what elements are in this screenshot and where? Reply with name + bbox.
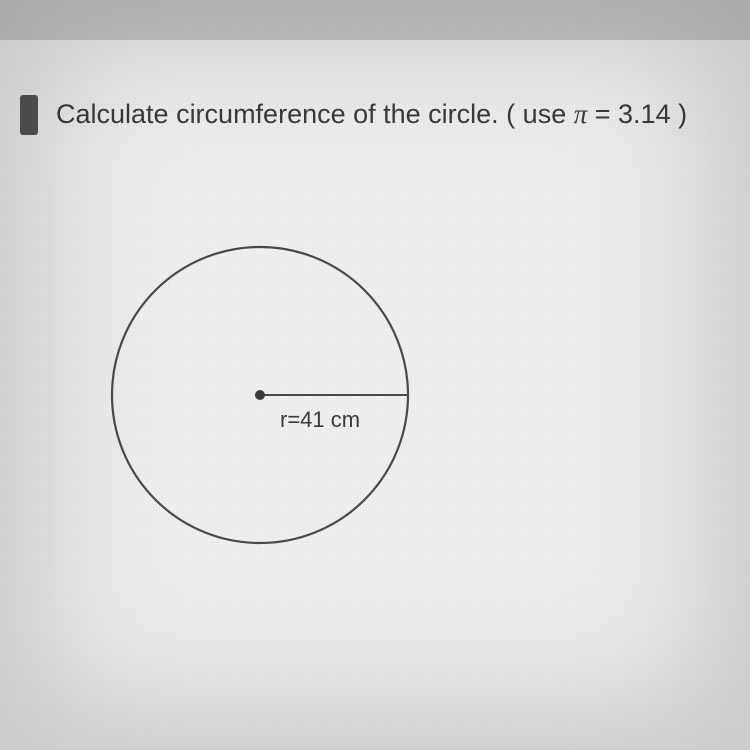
- radius-label: r=41 cm: [280, 407, 360, 432]
- question-row: Calculate circumference of the circle. (…: [30, 95, 720, 135]
- question-text: Calculate circumference of the circle. (…: [56, 95, 687, 134]
- question-suffix: ): [671, 99, 688, 129]
- center-dot: [255, 390, 265, 400]
- page-content: Calculate circumference of the circle. (…: [0, 40, 750, 750]
- circle-svg: r=41 cm: [90, 225, 430, 565]
- pi-value: 3.14: [618, 99, 671, 129]
- question-prefix: Calculate circumference of the circle. (…: [56, 99, 574, 129]
- question-number-marker: [20, 95, 38, 135]
- circle-diagram: r=41 cm: [90, 225, 720, 570]
- equals-text: =: [587, 99, 618, 129]
- pi-symbol: π: [574, 99, 588, 129]
